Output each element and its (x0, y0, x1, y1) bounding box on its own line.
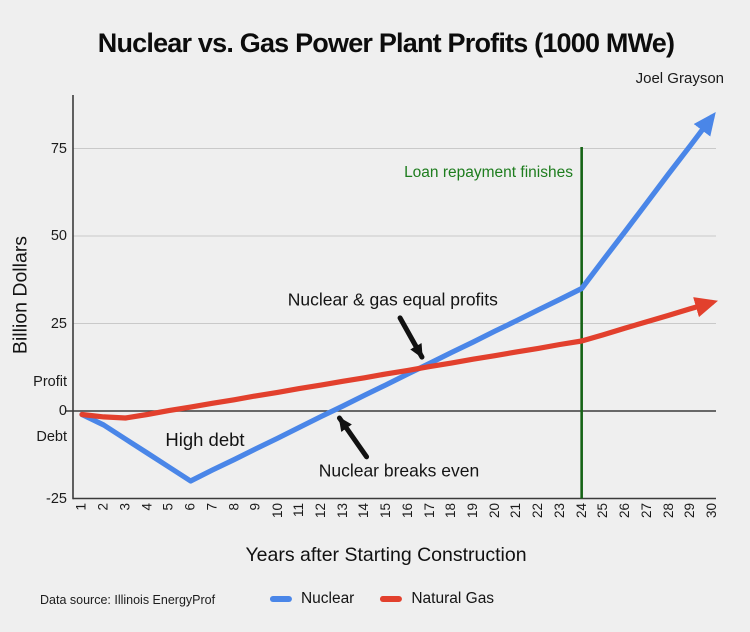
data-source: Data source: Illinois EnergyProf (40, 593, 216, 607)
x-tick-label-7: 7 (204, 503, 220, 511)
x-tick-label-30: 30 (704, 503, 719, 519)
x-tick-label-6: 6 (182, 503, 198, 511)
y-tick-label-50: 50 (50, 228, 67, 244)
x-tick-label-17: 17 (421, 503, 437, 519)
debt-label: Debt (36, 429, 67, 445)
y-tick-label-0: 0 (58, 403, 67, 419)
x-tick-label-24: 24 (573, 503, 589, 519)
x-tick-label-2: 2 (95, 503, 111, 511)
legend-item-natural-gas: Natural Gas (380, 590, 494, 608)
y-axis-title: Billion Dollars (9, 235, 32, 355)
x-tick-label-27: 27 (638, 503, 654, 519)
x-tick-label-25: 25 (595, 503, 611, 519)
x-tick-label-10: 10 (269, 503, 285, 519)
x-tick-label-9: 9 (247, 503, 263, 511)
legend: Nuclear Natural Gas (269, 590, 494, 608)
x-tick-label-12: 12 (312, 503, 328, 519)
annotation-high-debt: High debt (165, 429, 245, 451)
profit-label: Profit (33, 374, 67, 390)
x-tick-label-11: 11 (291, 503, 307, 518)
annotation-breaks-even: Nuclear breaks even (318, 460, 480, 481)
x-tick-label-23: 23 (551, 503, 567, 519)
legend-swatch-natural-gas (380, 596, 403, 602)
legend-swatch-nuclear (269, 596, 292, 602)
x-tick-label-29: 29 (682, 503, 698, 519)
x-tick-label-26: 26 (617, 503, 633, 519)
x-tick-label-8: 8 (226, 503, 242, 511)
x-tick-label-14: 14 (356, 503, 372, 519)
x-tick-label-1: 1 (74, 503, 89, 511)
natural-gas-line (79, 297, 718, 421)
x-tick-label-21: 21 (508, 503, 524, 519)
x-tick-label-22: 22 (530, 503, 546, 519)
y-tick-label-75: 75 (50, 140, 67, 157)
y-tick-label--25: -25 (46, 490, 67, 507)
author-credit: Joel Grayson (635, 70, 724, 87)
x-tick-label-3: 3 (117, 503, 133, 511)
x-tick-label-20: 20 (486, 503, 502, 519)
x-tick-label-28: 28 (660, 503, 676, 519)
x-tick-label-5: 5 (160, 503, 176, 511)
y-tick-label-25: 25 (50, 315, 67, 332)
chart-title: Nuclear vs. Gas Power Plant Profits (100… (97, 28, 675, 58)
x-tick-label-19: 19 (465, 503, 481, 519)
legend-label-nuclear: Nuclear (300, 590, 355, 607)
legend-label-natural-gas: Natural Gas (411, 590, 495, 607)
legend-item-nuclear: Nuclear (269, 590, 355, 608)
x-tick-label-13: 13 (334, 503, 350, 519)
x-axis-title: Years after Starting Construction (245, 544, 527, 566)
annotation-loan-repayment-finishes: Loan repayment finishes (404, 164, 573, 181)
x-tick-label-16: 16 (399, 503, 415, 519)
x-tick-label-18: 18 (443, 503, 459, 519)
nuclear-line (79, 112, 716, 484)
x-tick-label-15: 15 (378, 503, 394, 519)
x-tick-label-4: 4 (139, 503, 155, 511)
annotation-equal-profits: Nuclear & gas equal profits (287, 289, 498, 310)
breaks-even-arrow (336, 415, 370, 460)
equal-profits-arrow (397, 315, 425, 360)
